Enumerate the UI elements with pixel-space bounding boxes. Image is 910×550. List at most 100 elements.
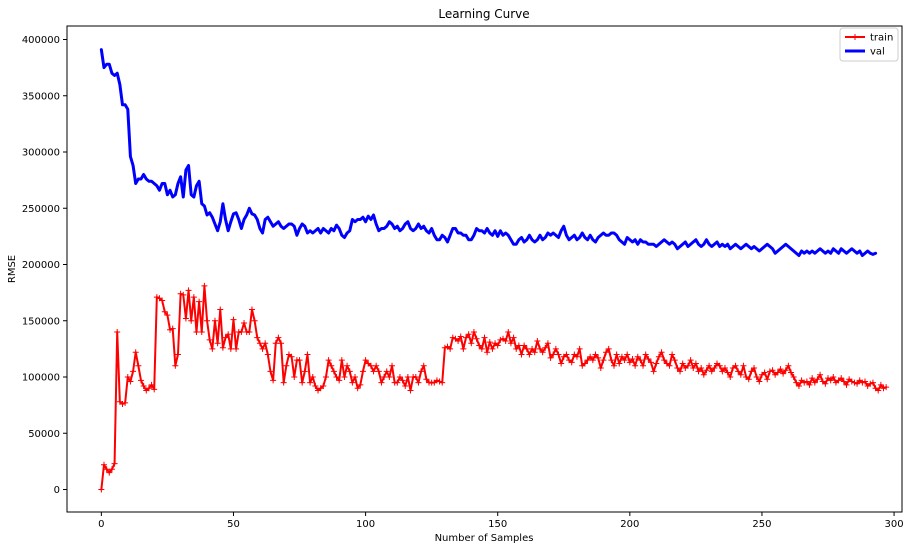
data-point-train (370, 368, 377, 375)
data-point-train (526, 351, 533, 358)
data-point-train (103, 466, 110, 473)
data-point-train (703, 367, 710, 374)
data-point-train (418, 368, 425, 375)
data-point-train (555, 351, 562, 358)
data-point-train (180, 291, 187, 298)
data-point-train (188, 317, 195, 324)
data-point-train (700, 371, 707, 378)
data-point-train (270, 377, 277, 384)
data-point-train (100, 461, 107, 468)
data-point-train (655, 353, 662, 360)
data-point-train (788, 369, 795, 376)
data-point-train (204, 317, 211, 324)
data-point-train (341, 374, 348, 380)
data-point-train (288, 353, 295, 360)
data-point-train (330, 368, 337, 375)
x-tick-label: 200 (620, 519, 639, 530)
data-point-train (457, 333, 464, 340)
data-point-train (653, 360, 660, 367)
legend-label-val: val (870, 47, 885, 58)
data-point-train (637, 357, 644, 364)
data-point-train (867, 380, 874, 387)
data-point-train (877, 381, 884, 388)
x-axis-label: Number of Samples (435, 533, 534, 544)
data-point-train (801, 379, 808, 386)
data-point-train (518, 351, 525, 358)
data-point-train (603, 349, 610, 356)
data-point-train (272, 340, 279, 347)
data-point-train (312, 383, 319, 389)
x-tick-label: 0 (98, 519, 104, 530)
data-point-train (883, 384, 890, 391)
data-point-train (320, 383, 327, 389)
data-point-train (182, 315, 189, 322)
data-point-train (383, 368, 390, 375)
data-point-train (108, 466, 115, 473)
data-point-train (692, 360, 699, 367)
data-point-train (626, 359, 633, 366)
data-point-train (584, 357, 591, 364)
data-point-train (217, 306, 224, 313)
data-point-train (161, 308, 168, 315)
data-point-train (283, 362, 290, 369)
y-tick-label: 150000 (22, 316, 60, 327)
data-point-train (399, 377, 406, 384)
data-point-train (645, 356, 652, 362)
data-point-train (135, 362, 142, 369)
data-point-train (756, 378, 763, 385)
y-tick-label: 400000 (22, 35, 60, 46)
x-tick-label: 300 (885, 519, 904, 530)
data-point-train (201, 282, 208, 289)
data-point-train (774, 369, 781, 376)
data-point-train (806, 381, 813, 388)
data-point-train (172, 362, 179, 369)
data-point-train (505, 329, 512, 335)
series-train (98, 282, 890, 493)
data-point-train (558, 360, 565, 367)
data-point-train (140, 383, 147, 389)
data-point-train (587, 353, 594, 360)
data-point-train (241, 320, 248, 326)
series-line-val (99, 48, 878, 257)
data-point-train (782, 367, 789, 374)
data-point-train (679, 360, 686, 367)
data-point-train (439, 379, 446, 386)
data-point-train (550, 351, 557, 358)
data-point-train (521, 342, 528, 349)
data-point-train (790, 374, 797, 380)
plot-frame (66, 25, 903, 513)
data-point-train (595, 354, 602, 361)
data-point-train (296, 357, 303, 364)
data-point-train (230, 316, 237, 323)
data-point-train (291, 374, 298, 380)
data-point-train (563, 351, 570, 358)
data-point-train (338, 357, 345, 364)
data-point-train (394, 379, 401, 386)
data-point-train (211, 317, 218, 324)
data-point-train (206, 336, 213, 343)
data-point-train (349, 379, 356, 386)
data-point-train (122, 399, 129, 406)
data-point-train (468, 340, 475, 347)
data-point-train (238, 329, 245, 335)
data-point-train (616, 360, 623, 367)
y-tick-label: 250000 (22, 204, 60, 215)
data-point-train (515, 342, 522, 349)
data-point-train (666, 362, 673, 369)
data-point-train (669, 351, 676, 358)
data-point-train (880, 385, 887, 392)
data-point-train (198, 329, 205, 335)
y-tick-label: 0 (54, 485, 60, 496)
data-point-train (708, 368, 715, 375)
data-point-train (227, 345, 234, 352)
series-line-train (100, 284, 888, 491)
data-point-train (346, 368, 353, 375)
series-val (99, 48, 878, 257)
data-point-train (333, 374, 340, 380)
data-point-train (476, 342, 483, 349)
data-point-train (780, 370, 787, 377)
data-point-train (568, 359, 575, 366)
y-tick-label: 350000 (22, 91, 60, 102)
data-point-train (817, 371, 824, 378)
data-point-train (167, 326, 174, 333)
